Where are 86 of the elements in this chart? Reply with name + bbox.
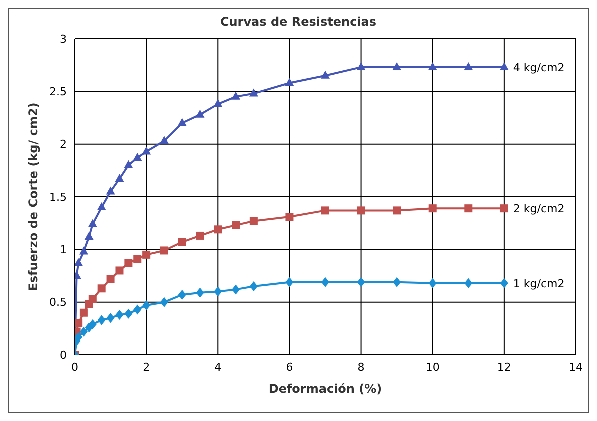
point [357, 206, 366, 215]
point [196, 288, 204, 298]
point [464, 204, 473, 213]
x-tick-label: 8 [358, 360, 365, 374]
y-tick-label: 3 [60, 32, 67, 46]
point [322, 277, 330, 288]
point [214, 99, 223, 108]
point [321, 70, 330, 79]
point [106, 313, 115, 324]
point [232, 221, 240, 230]
y-tick-label: 2.5 [50, 86, 67, 99]
point [84, 232, 94, 240]
point [80, 308, 88, 317]
y-tick-label: 1.5 [50, 190, 67, 204]
point [116, 310, 124, 320]
y-tick-label: 2 [60, 138, 67, 152]
series-label: 4 kg/cm2 [513, 61, 565, 74]
x-axis-title: Deformación (%) [268, 382, 382, 396]
point [428, 204, 437, 213]
point [286, 213, 294, 222]
point [356, 62, 366, 70]
point [97, 202, 106, 211]
point [133, 153, 142, 162]
point [500, 204, 508, 213]
point [124, 160, 134, 168]
chart-title: Curvas de Resistencias [219, 15, 378, 29]
point [142, 250, 151, 259]
y-axis-title: Esfuerzo de Corte (kg/ cm2) [26, 102, 40, 292]
point [250, 217, 258, 226]
point [500, 278, 508, 288]
point [232, 92, 241, 100]
point [464, 278, 473, 288]
point [214, 286, 222, 297]
point [464, 62, 474, 70]
point [286, 277, 294, 288]
point [134, 304, 142, 315]
point [196, 232, 204, 240]
point [232, 284, 240, 295]
point [88, 319, 97, 330]
point [98, 284, 106, 293]
y-tick-label: 1 [60, 244, 67, 257]
series-label: 1 kg/cm2 [513, 277, 565, 290]
point [75, 319, 83, 328]
x-tick-label: 12 [497, 360, 512, 374]
point [106, 275, 115, 284]
point [249, 88, 258, 97]
point [88, 295, 97, 304]
point [428, 278, 437, 288]
point [142, 146, 152, 155]
x-tick-label: 0 [72, 360, 78, 374]
point [142, 300, 151, 310]
point [214, 226, 222, 234]
point [393, 277, 402, 288]
point [80, 326, 88, 337]
x-tick-label: 6 [286, 360, 294, 374]
point [160, 297, 168, 308]
point [178, 118, 187, 126]
point [392, 62, 402, 70]
point [160, 246, 168, 255]
x-tick-label: 14 [569, 360, 583, 374]
point [285, 78, 294, 86]
point [178, 290, 186, 300]
series-label: 2 kg/cm2 [513, 202, 565, 216]
point [79, 246, 88, 255]
point [88, 219, 98, 228]
point [393, 206, 402, 215]
point [134, 255, 142, 264]
y-tick-label: 0 [60, 348, 67, 362]
point [75, 258, 84, 266]
point [500, 62, 509, 70]
point [357, 277, 366, 288]
x-tick-label: 2 [143, 360, 150, 374]
x-tick-label: 10 [426, 360, 440, 374]
point [98, 315, 106, 326]
point [106, 186, 116, 195]
point [250, 282, 258, 292]
point [124, 259, 133, 268]
point [115, 174, 124, 182]
point [178, 238, 186, 246]
point [196, 110, 205, 118]
point [116, 266, 124, 275]
y-tick-label: 0.5 [50, 296, 67, 310]
point [428, 62, 438, 70]
x-tick-label: 4 [214, 360, 222, 374]
point [124, 308, 133, 319]
point [322, 206, 330, 215]
